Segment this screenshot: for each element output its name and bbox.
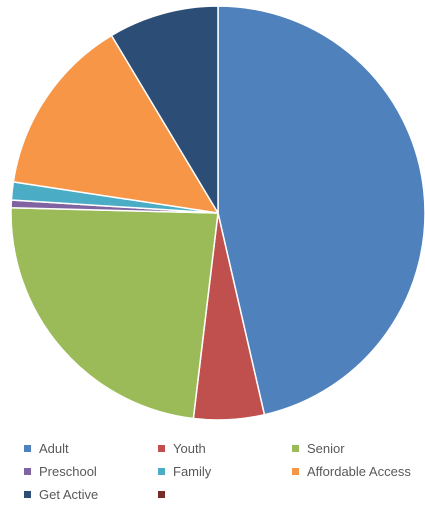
- legend-swatch: [24, 490, 31, 498]
- legend-swatch: [158, 467, 165, 475]
- legend-label: Senior: [307, 440, 345, 456]
- legend-swatch: [158, 444, 165, 452]
- legend-swatch: [292, 444, 299, 452]
- legend-item: Youth: [158, 440, 292, 456]
- legend-item: Affordable Access: [292, 463, 424, 479]
- legend-item: [158, 486, 292, 502]
- legend-item: Get Active: [24, 486, 158, 502]
- pie-chart: [10, 5, 425, 421]
- legend-swatch: [24, 467, 31, 475]
- legend-label: Adult: [39, 440, 69, 456]
- legend-label: Family: [173, 463, 212, 479]
- legend-item: Senior: [292, 440, 424, 456]
- legend-swatch: [158, 490, 165, 498]
- legend-swatch: [24, 444, 31, 452]
- legend-label: Get Active: [39, 486, 99, 502]
- pie-slice-get-active: [110, 5, 219, 214]
- pie-slices: [10, 5, 425, 421]
- legend-swatch: [292, 467, 299, 475]
- legend-label: Affordable Access: [307, 463, 411, 479]
- pie-slice-affordable-access: [12, 34, 219, 214]
- pie-slice-adult: [217, 5, 425, 416]
- legend-item: Family: [158, 463, 292, 479]
- legend-item: Adult: [24, 440, 158, 456]
- chart-legend: Adult Youth Senior Preschool Family Affordabl…: [24, 440, 424, 502]
- legend-item: Preschool: [24, 463, 158, 479]
- legend-label: Preschool: [39, 463, 97, 479]
- pie-slice-senior: [10, 207, 219, 420]
- legend-label: Youth: [173, 440, 206, 456]
